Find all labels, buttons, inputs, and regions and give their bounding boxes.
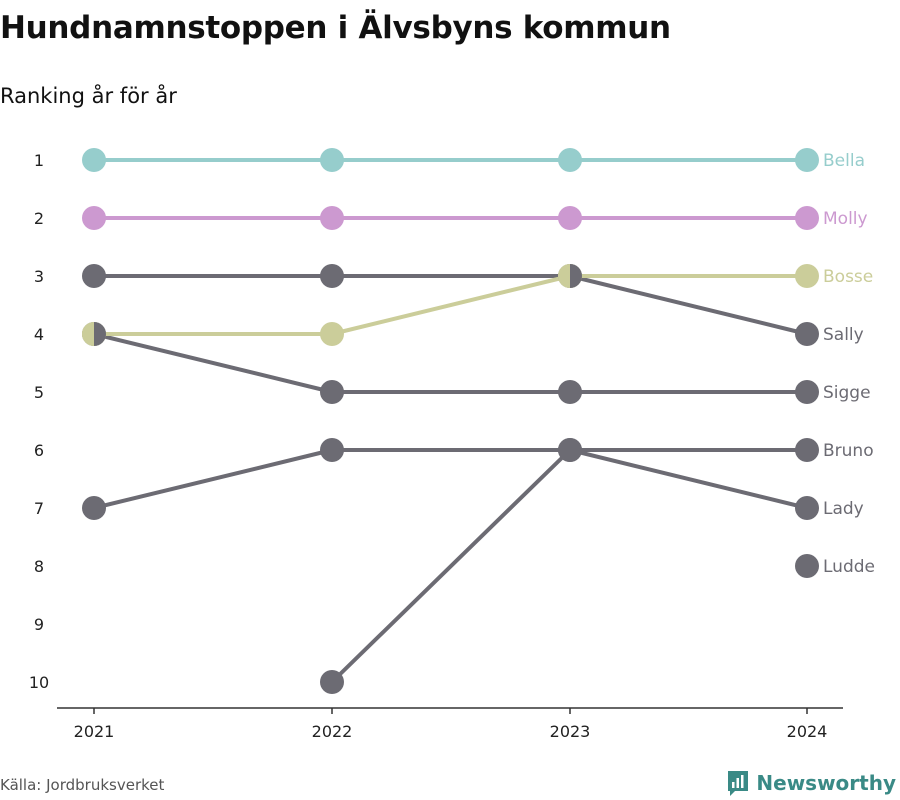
y-axis-ticks: 1 2 3 4 5 6 7 8 9 10: [29, 151, 49, 692]
series-point-sigge: [320, 380, 344, 404]
series-point-bella: [795, 148, 819, 172]
marker-half-right: [94, 322, 106, 346]
series-point-lady: [82, 496, 106, 520]
chart-title: Hundnamnstoppen i Älvsbyns kommun: [0, 10, 671, 46]
series-line-bosse: [94, 274, 807, 336]
brand-logo[interactable]: Newsworthy: [726, 768, 896, 798]
marker-half-left: [82, 322, 94, 346]
end-label-ludde: Ludde: [823, 557, 875, 577]
end-label-lady: Lady: [823, 499, 864, 519]
series-point-lady: [795, 496, 819, 520]
series-point-sigge: [795, 380, 819, 404]
series-point-sally: [795, 322, 819, 346]
series-point-molly: [320, 206, 344, 230]
y-tick-label: 7: [34, 499, 44, 518]
end-label-sally: Sally: [823, 325, 864, 345]
series-point-sally: [320, 264, 344, 288]
series-point-ludde: [795, 554, 819, 578]
series-point-lady: [320, 438, 344, 462]
source-note: Källa: Jordbruksverket: [0, 776, 165, 794]
series-point-bella: [82, 148, 106, 172]
series-point-molly: [795, 206, 819, 230]
chart-subtitle: Ranking år för år: [0, 84, 177, 108]
y-tick-label: 6: [34, 441, 44, 460]
series-point-molly: [558, 206, 582, 230]
y-tick-label: 9: [34, 615, 44, 634]
brand-name: Newsworthy: [756, 771, 896, 795]
end-label-bosse: Bosse: [823, 267, 873, 287]
series-line-sally: [94, 274, 808, 336]
x-tick-label: 2023: [550, 722, 591, 741]
x-tick-label: 2021: [74, 722, 115, 741]
y-tick-label: 3: [34, 267, 44, 286]
series-point-molly: [82, 206, 106, 230]
x-tick-label: 2024: [787, 722, 828, 741]
y-tick-label: 10: [29, 673, 49, 692]
y-tick-label: 4: [34, 325, 44, 344]
series-line-bruno: [330, 448, 807, 684]
x-tick-label: 2022: [312, 722, 353, 741]
y-tick-label: 8: [34, 557, 44, 576]
series-points: [82, 148, 819, 694]
series-point-bosse: [320, 322, 344, 346]
series-point-lady: [558, 438, 582, 462]
series-point-sigge: [558, 380, 582, 404]
series-point-bruno: [320, 670, 344, 694]
marker-half-right: [570, 264, 582, 288]
marker-half-left: [558, 264, 570, 288]
end-label-bruno: Bruno: [823, 441, 874, 461]
shared-point-2023-rank3: [558, 264, 582, 288]
series-point-bruno: [795, 438, 819, 462]
series-point-bella: [558, 148, 582, 172]
series-point-bella: [320, 148, 344, 172]
x-axis-ticks: 2021 2022 2023 2024: [74, 708, 828, 741]
series-line-sigge: [93, 332, 807, 394]
newsworthy-logo-icon: [728, 771, 749, 796]
end-label-bella: Bella: [823, 151, 865, 171]
shared-point-2021-rank4: [82, 322, 106, 346]
series-line-lady: [93, 448, 808, 510]
y-tick-label: 1: [34, 151, 44, 170]
series-end-labels: Bella Molly Bosse Sally Sigge Bruno Lady Ludde: [823, 151, 875, 577]
y-tick-label: 5: [34, 383, 44, 402]
end-label-sigge: Sigge: [823, 383, 871, 403]
series-point-bosse: [795, 264, 819, 288]
series-point-sally: [82, 264, 106, 288]
series-lines: [93, 158, 808, 684]
y-tick-label: 2: [34, 209, 44, 228]
end-label-molly: Molly: [823, 209, 868, 229]
